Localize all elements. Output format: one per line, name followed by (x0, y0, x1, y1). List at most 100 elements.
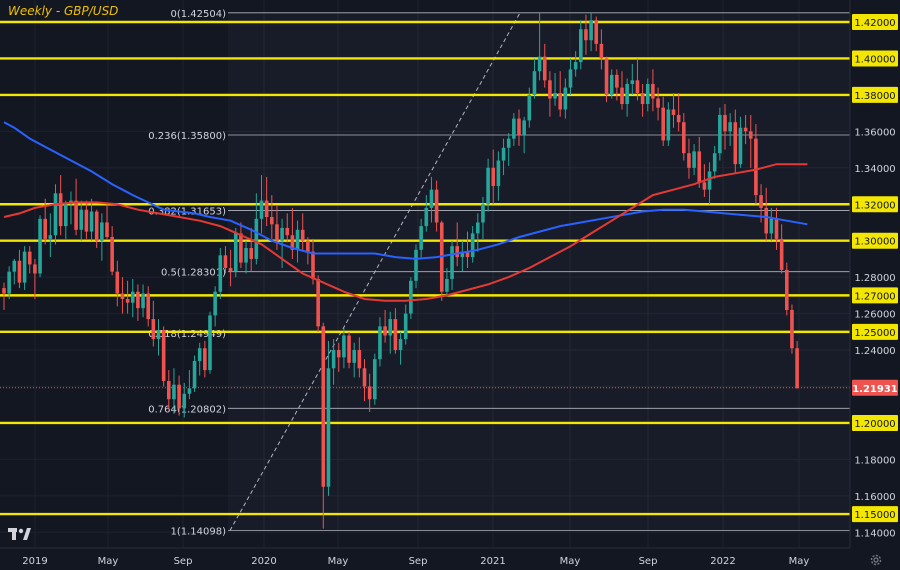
price-tick-label: 1.20000 (854, 419, 895, 430)
candle-body (429, 189, 434, 208)
candle-body (105, 222, 109, 238)
candle-body (326, 368, 331, 487)
time-tick-label: May (98, 556, 119, 567)
candle-body (383, 326, 387, 336)
candle-body (2, 288, 6, 294)
chart-title: Weekly - GBP/USD (8, 4, 119, 18)
candle-body (785, 269, 789, 310)
candle-body (393, 319, 398, 351)
candle-body (100, 222, 104, 241)
candle-body (43, 218, 47, 239)
candle-body (223, 255, 228, 269)
candle-body (754, 138, 758, 196)
tradingview-logo-icon[interactable] (6, 524, 32, 546)
candle-body (584, 29, 588, 41)
time-tick-label: May (789, 556, 810, 567)
candle-body (764, 207, 768, 234)
candle-body (604, 58, 609, 95)
candle-body (398, 339, 403, 351)
candle-body (270, 217, 274, 225)
price-tick-label: 1.24000 (854, 346, 895, 357)
candle-body (733, 122, 738, 165)
settings-gear-icon[interactable] (869, 553, 883, 567)
price-level-tag (852, 506, 898, 523)
candle-body (362, 368, 367, 387)
candle-body (563, 87, 568, 110)
candle-body (599, 43, 604, 59)
candle-body (486, 167, 490, 205)
price-level-tag (852, 323, 898, 340)
price-tick-label: 1.30000 (854, 237, 895, 248)
time-axis[interactable]: 2019 May Sep 2020 May Sep 2021 May Sep 2022 May (0, 547, 900, 570)
candle-body (707, 171, 712, 190)
candle-body (306, 240, 310, 252)
candle-body (723, 114, 727, 132)
candle-body (378, 326, 382, 360)
candle-body (671, 109, 676, 115)
fib-trend-line (229, 12, 521, 531)
candle-body (553, 93, 557, 99)
candle-body (666, 109, 671, 141)
candle-body (506, 138, 511, 148)
candle-body (254, 218, 259, 259)
candle-body (331, 350, 336, 369)
candle-body (645, 83, 650, 105)
candle-body (218, 255, 223, 292)
candle-body (527, 94, 532, 121)
candle-body (625, 83, 629, 105)
candle-body (465, 251, 470, 258)
candle-body (264, 200, 269, 218)
candle-body (290, 235, 295, 250)
candle-body (537, 56, 542, 72)
fibonacci-retracement: 0(1.42504)0.236(1.35800)0.382(1.31653)0.… (148, 9, 850, 538)
price-tick-label: 1.42000 (854, 18, 895, 29)
candle-body (558, 93, 562, 110)
candle-body (620, 87, 624, 105)
candle-body (635, 80, 640, 94)
candle-body (609, 74, 614, 95)
price-level-tag (852, 196, 898, 213)
candle-body (470, 233, 475, 258)
candle-body (197, 348, 202, 361)
candle-body (795, 348, 799, 389)
candle-body (167, 381, 171, 400)
candle-body (692, 151, 696, 168)
fib-level-label: 0.236(1.35800) (148, 131, 226, 142)
candle-body (532, 71, 537, 95)
candle-series (2, 12, 799, 529)
candle-body (177, 384, 181, 409)
time-axis-background (0, 548, 900, 570)
price-tick-label: 1.18000 (854, 455, 895, 466)
candle-body (347, 335, 351, 363)
candle-body (630, 80, 635, 84)
candle-body (38, 218, 42, 274)
moving-average-line (3, 163, 808, 302)
candle-body (573, 62, 578, 70)
current-price-tag (852, 379, 898, 396)
candle-body (259, 200, 264, 219)
fib-level-label: 1(1.14098) (170, 527, 226, 538)
candle-body (450, 246, 454, 279)
candle-body (790, 309, 794, 349)
candle-body (280, 227, 284, 241)
candle-body (233, 233, 238, 272)
candle-body (682, 122, 686, 154)
candle-body (414, 249, 418, 281)
candle-body (64, 204, 68, 227)
candle-body (228, 268, 233, 272)
candle-body (295, 229, 300, 250)
candle-body (79, 209, 84, 230)
price-tick-label: 1.26000 (854, 310, 895, 321)
price-level-tag-label: 1.25000 (854, 328, 895, 339)
candle-body (548, 80, 552, 99)
time-tick-label: Sep (409, 556, 428, 567)
price-axis[interactable]: 1.42000 1.40000 1.38000 1.36000 1.34000 1.320… (849, 0, 900, 570)
candle-body (702, 182, 707, 190)
fib-level-label: 0.764(1.20802) (148, 404, 226, 415)
fib-level-label: 0.618(1.24949) (148, 329, 226, 340)
candle-body (239, 233, 243, 263)
candle-body (208, 315, 212, 371)
candle-body (141, 293, 145, 309)
candle-body (445, 278, 449, 292)
